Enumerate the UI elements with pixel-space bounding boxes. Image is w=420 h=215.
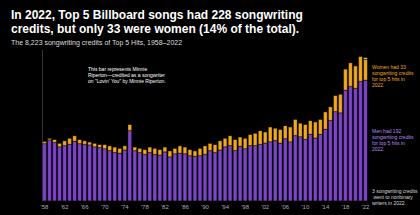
svg-text:3 songwriting credits: 3 songwriting credits: [372, 188, 418, 194]
svg-text:The 8,223 songwriting credits: The 8,223 songwriting credits of Top 5 H…: [11, 39, 182, 47]
svg-text:Women had 33: Women had 33: [372, 64, 408, 70]
svg-text:2022.: 2022.: [372, 146, 385, 152]
svg-text:credits, but only 33 were wome: credits, but only 33 were women (14% of …: [11, 22, 299, 36]
svg-text:'86: '86: [181, 204, 189, 210]
svg-text:'94: '94: [221, 204, 229, 210]
svg-text:went to nonbinary: went to nonbinary: [372, 194, 415, 200]
svg-text:'62: '62: [61, 204, 69, 210]
svg-text:'10: '10: [301, 204, 309, 210]
svg-text:'02: '02: [261, 204, 269, 210]
svg-text:songwriting credits: songwriting credits: [372, 70, 415, 76]
svg-text:for top 5 hits in: for top 5 hits in: [372, 76, 407, 82]
svg-text:Riperton—credited as a songwri: Riperton—credited as a songwriter: [88, 72, 167, 78]
svg-text:'70: '70: [101, 204, 109, 210]
svg-text:'82: '82: [161, 204, 169, 210]
svg-text:songwriting credits: songwriting credits: [372, 134, 415, 140]
svg-text:2022.: 2022.: [372, 82, 385, 88]
svg-text:'22: '22: [362, 204, 370, 210]
svg-text:'90: '90: [201, 204, 209, 210]
svg-text:'66: '66: [81, 204, 89, 210]
svg-text:'58: '58: [41, 204, 49, 210]
svg-text:'74: '74: [121, 204, 129, 210]
svg-text:'78: '78: [141, 204, 149, 210]
svg-text:'18: '18: [342, 204, 350, 210]
svg-text:In 2022, Top 5 Billboard songs: In 2022, Top 5 Billboard songs had 228 s…: [11, 8, 303, 22]
svg-text:This bar represents Minnie: This bar represents Minnie: [88, 66, 149, 72]
svg-text:for top 5 hits in: for top 5 hits in: [372, 140, 407, 146]
svg-text:on "Lovin' You" by Minnie Ripe: on "Lovin' You" by Minnie Riperton.: [88, 78, 166, 84]
svg-text:writers in 2022.: writers in 2022.: [372, 200, 406, 206]
svg-text:Men had 192: Men had 192: [372, 128, 403, 134]
svg-text:'06: '06: [281, 204, 289, 210]
svg-text:'98: '98: [241, 204, 249, 210]
svg-text:'14: '14: [321, 204, 329, 210]
